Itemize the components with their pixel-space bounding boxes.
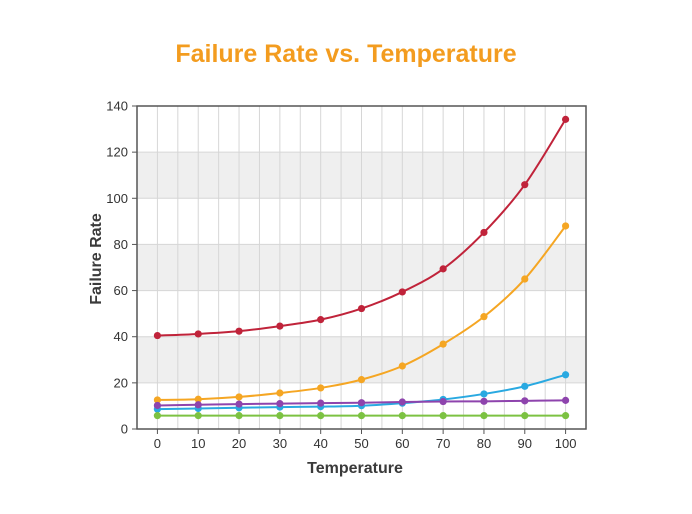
y-tick-label: 120 — [106, 145, 128, 160]
data-point — [357, 376, 366, 384]
y-axis-ticks: 0 20 40 60 80 100 120 140 — [106, 99, 137, 437]
y-tick-label: 40 — [114, 329, 128, 344]
x-tick-label: 0 — [154, 436, 161, 451]
data-point — [398, 288, 406, 296]
x-tick-label: 80 — [477, 436, 491, 451]
x-axis-ticks: 0 10 20 30 40 50 60 70 80 90 100 — [154, 429, 577, 451]
data-point — [153, 412, 162, 420]
data-point — [317, 399, 325, 407]
data-point — [317, 384, 325, 392]
data-point — [194, 412, 202, 420]
data-point — [439, 265, 447, 273]
series-layer — [153, 115, 570, 420]
data-point — [276, 389, 284, 397]
data-point — [561, 412, 570, 420]
data-point — [521, 275, 529, 283]
x-tick-label: 20 — [232, 436, 246, 451]
y-tick-label: 20 — [114, 375, 128, 390]
x-tick-label: 50 — [354, 436, 368, 451]
y-tick-label: 80 — [114, 237, 128, 252]
x-axis-label: Temperature — [307, 460, 403, 477]
data-point — [153, 396, 162, 404]
x-tick-label: 70 — [436, 436, 450, 451]
data-point — [480, 390, 488, 398]
x-tick-label: 100 — [555, 436, 577, 451]
data-point — [561, 115, 570, 123]
data-point — [480, 313, 488, 321]
data-point — [235, 400, 243, 408]
data-point — [561, 222, 570, 230]
series-2 — [153, 222, 570, 404]
data-point — [561, 371, 570, 379]
data-point — [235, 393, 243, 401]
data-point — [276, 400, 284, 408]
chart-title: Failure Rate vs. Temperature — [175, 40, 516, 68]
data-point — [439, 397, 447, 406]
data-point — [439, 340, 447, 348]
x-tick-label: 60 — [395, 436, 409, 451]
data-point — [153, 401, 162, 410]
data-point — [153, 331, 162, 340]
y-tick-label: 0 — [121, 422, 128, 437]
data-point — [398, 362, 406, 370]
x-tick-label: 40 — [313, 436, 327, 451]
data-point — [561, 396, 570, 404]
x-tick-label: 90 — [518, 436, 532, 451]
data-point — [276, 322, 284, 330]
data-point — [235, 327, 243, 335]
data-point — [521, 382, 529, 390]
data-point — [398, 398, 406, 406]
data-point — [398, 412, 406, 420]
data-point — [439, 412, 447, 420]
data-point — [317, 412, 325, 420]
data-point — [480, 228, 488, 237]
y-tick-label: 100 — [106, 191, 128, 206]
series-5 — [153, 412, 570, 420]
data-point — [521, 181, 529, 189]
series-4 — [153, 396, 570, 410]
y-axis-label: Failure Rate — [88, 213, 105, 305]
data-point — [194, 330, 202, 338]
data-point — [357, 304, 366, 313]
data-point — [357, 399, 366, 407]
data-point — [521, 412, 529, 420]
data-point — [521, 397, 529, 405]
data-point — [276, 412, 284, 420]
data-point — [357, 412, 366, 420]
data-point — [194, 395, 202, 403]
x-tick-label: 30 — [273, 436, 287, 451]
data-point — [480, 412, 488, 420]
data-point — [480, 397, 488, 405]
y-tick-label: 60 — [114, 283, 128, 298]
y-tick-label: 140 — [106, 99, 128, 114]
x-tick-label: 10 — [191, 436, 205, 451]
series-1 — [153, 115, 570, 340]
data-point — [194, 401, 202, 409]
data-point — [317, 316, 325, 324]
data-point — [235, 412, 243, 420]
